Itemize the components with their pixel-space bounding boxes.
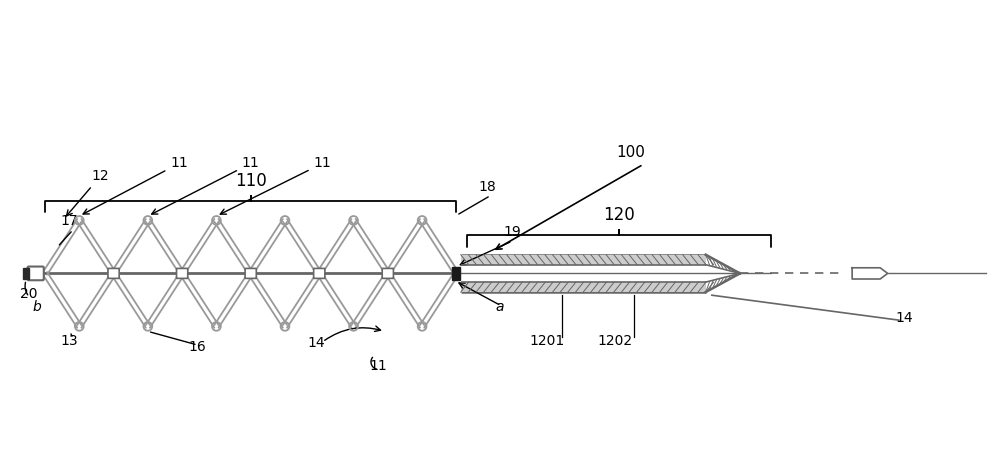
Text: 12: 12 bbox=[67, 169, 109, 216]
Text: 20: 20 bbox=[20, 287, 38, 301]
Text: 120: 120 bbox=[603, 206, 635, 224]
Text: 100: 100 bbox=[616, 145, 645, 160]
FancyBboxPatch shape bbox=[314, 269, 325, 278]
Text: 1202: 1202 bbox=[598, 334, 633, 348]
FancyBboxPatch shape bbox=[245, 269, 256, 278]
Text: 11: 11 bbox=[152, 156, 260, 214]
Bar bbox=[461, 282, 706, 292]
Text: 11: 11 bbox=[370, 359, 387, 373]
Polygon shape bbox=[852, 268, 888, 279]
Text: b: b bbox=[33, 300, 41, 314]
Text: 11: 11 bbox=[83, 156, 188, 214]
Text: 14: 14 bbox=[896, 311, 913, 325]
Text: a: a bbox=[496, 300, 504, 314]
FancyBboxPatch shape bbox=[382, 269, 393, 278]
FancyBboxPatch shape bbox=[177, 269, 188, 278]
Text: 17: 17 bbox=[61, 214, 78, 228]
Text: 14: 14 bbox=[307, 336, 325, 350]
Bar bbox=[23, 268, 29, 279]
Text: 110: 110 bbox=[235, 172, 267, 190]
Text: 11: 11 bbox=[220, 156, 331, 214]
Text: 18: 18 bbox=[479, 180, 496, 194]
FancyBboxPatch shape bbox=[28, 267, 44, 280]
Bar bbox=[452, 267, 460, 279]
Bar bbox=[461, 255, 706, 265]
FancyBboxPatch shape bbox=[108, 269, 119, 278]
Text: 19: 19 bbox=[504, 225, 521, 239]
Text: 1201: 1201 bbox=[529, 334, 564, 348]
Text: 13: 13 bbox=[61, 334, 78, 348]
Text: 16: 16 bbox=[188, 340, 206, 354]
